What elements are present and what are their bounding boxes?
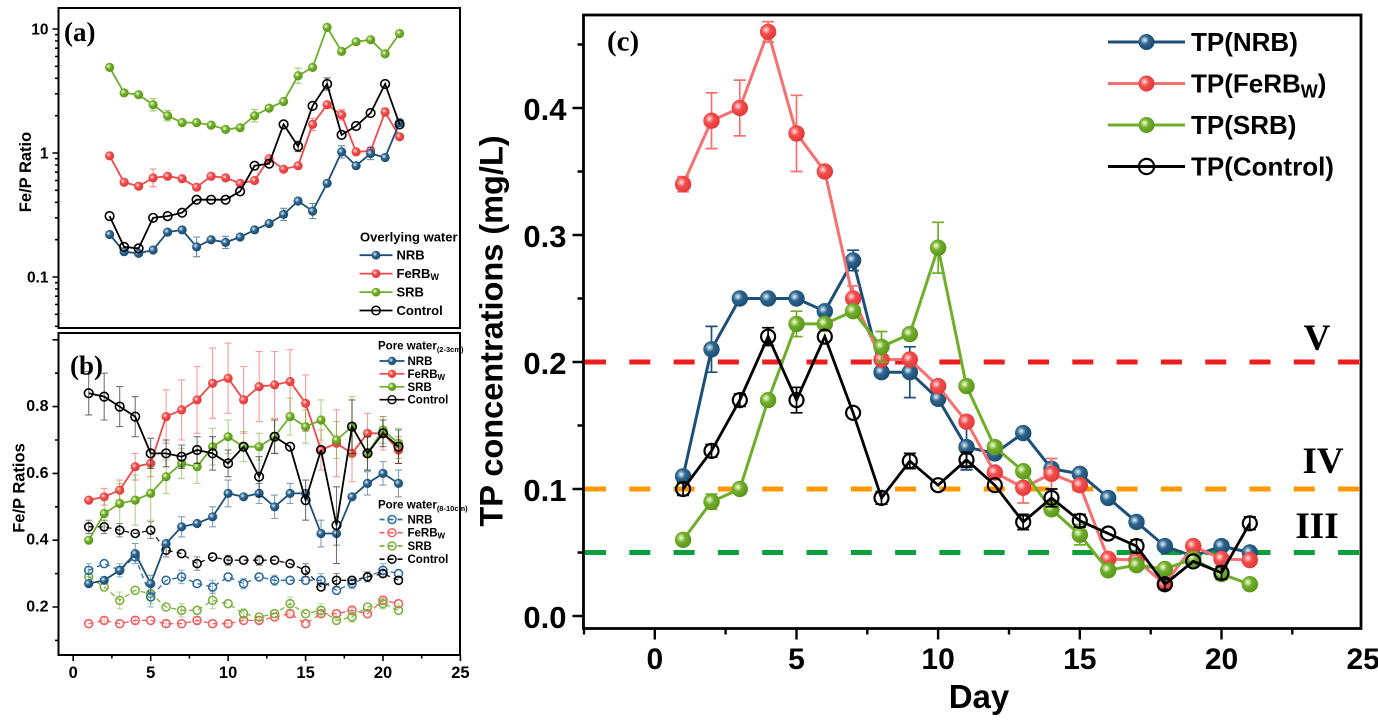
svg-text:SRB: SRB (408, 541, 432, 553)
svg-text:20: 20 (1205, 643, 1238, 676)
svg-text:10: 10 (219, 664, 237, 682)
svg-text:0.1: 0.1 (523, 473, 566, 508)
svg-text:V: V (1304, 318, 1331, 359)
svg-text:FeRBW: FeRBW (408, 528, 446, 541)
svg-text:25: 25 (451, 664, 469, 682)
svg-text:Control: Control (408, 395, 449, 407)
svg-text:20: 20 (374, 664, 392, 682)
svg-text:(a): (a) (64, 17, 95, 47)
svg-text:Control: Control (408, 554, 449, 566)
svg-text:FeRBW: FeRBW (397, 266, 440, 282)
svg-text:(c): (c) (607, 26, 639, 58)
svg-text:Fe/P Ratios: Fe/P Ratios (11, 443, 29, 533)
svg-text:SRB: SRB (408, 382, 432, 394)
svg-text:Fe/P Ratio: Fe/P Ratio (17, 132, 35, 212)
svg-text:10: 10 (921, 643, 954, 676)
svg-text:0.2: 0.2 (523, 346, 566, 381)
svg-text:SRB: SRB (397, 285, 424, 300)
svg-text:0: 0 (69, 664, 78, 682)
svg-text:15: 15 (1063, 643, 1096, 676)
svg-text:15: 15 (296, 664, 314, 682)
svg-text:1: 1 (40, 146, 49, 163)
svg-text:NRB: NRB (408, 356, 433, 368)
svg-text:III: III (1295, 506, 1338, 547)
svg-text:0.3: 0.3 (523, 219, 566, 254)
svg-text:Control: Control (397, 303, 443, 318)
svg-text:0.8: 0.8 (26, 398, 48, 415)
svg-text:25: 25 (1347, 643, 1378, 676)
svg-text:5: 5 (788, 643, 805, 676)
svg-text:TP(Control): TP(Control) (1191, 152, 1334, 182)
svg-text:FeRBW: FeRBW (408, 369, 446, 382)
svg-text:0.1: 0.1 (27, 270, 49, 287)
svg-text:Day: Day (949, 678, 1010, 715)
svg-text:0.4: 0.4 (523, 92, 567, 127)
svg-text:TP concentrations (mg/L): TP concentrations (mg/L) (474, 135, 510, 526)
svg-text:NRB: NRB (397, 248, 425, 263)
svg-text:0.4: 0.4 (26, 532, 48, 549)
svg-text:0: 0 (646, 643, 663, 676)
svg-text:Overlying water: Overlying water (360, 230, 458, 245)
svg-text:(b): (b) (70, 351, 103, 381)
svg-text:IV: IV (1302, 441, 1343, 482)
svg-text:NRB: NRB (408, 515, 433, 527)
svg-text:0.6: 0.6 (26, 465, 48, 482)
svg-text:10: 10 (31, 22, 48, 39)
svg-text:0.0: 0.0 (523, 600, 566, 635)
svg-text:TP(SRB): TP(SRB) (1191, 110, 1296, 140)
svg-text:5: 5 (146, 664, 155, 682)
svg-text:0.2: 0.2 (26, 599, 48, 616)
svg-text:TP(NRB): TP(NRB) (1191, 27, 1298, 57)
